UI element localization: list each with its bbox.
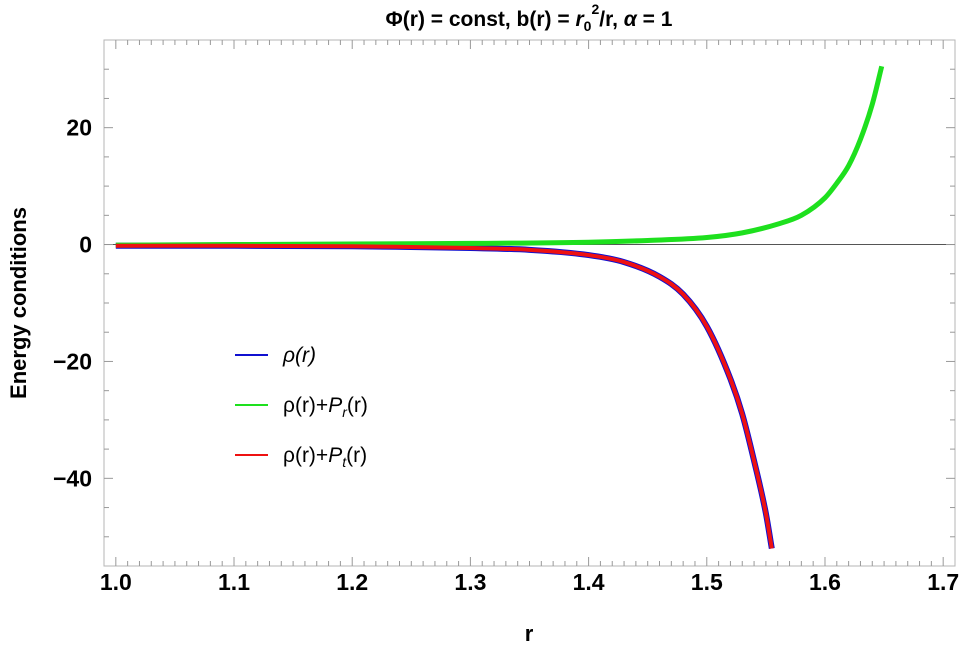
legend: ρ(r) ρ(r)+Pr(r) ρ(r)+Pt(r) <box>235 344 368 470</box>
x-tick-labels: 1.0 1.1 1.2 1.3 1.4 1.5 1.6 1.7 <box>100 569 959 595</box>
series-rho-plus-pr-line <box>115 65 885 248</box>
series-rho-plus-pt-line <box>115 243 774 549</box>
y-tick-label: 20 <box>66 115 92 141</box>
y-axis-label: Energy conditions <box>6 207 31 399</box>
x-tick-label: 1.1 <box>218 569 250 595</box>
x-tick-label: 1.6 <box>809 569 841 595</box>
y-tick-label: 0 <box>79 232 92 258</box>
y-tick-label: −40 <box>53 465 92 491</box>
x-tick-label: 1.5 <box>691 569 723 595</box>
x-tick-label: 1.0 <box>100 569 132 595</box>
chart-title: Φ(r) = const, b(r) = r02/r, α = 1 <box>386 1 673 34</box>
x-tick-label: 1.7 <box>927 569 959 595</box>
y-tick-labels: 20 0 −20 −40 <box>53 115 92 492</box>
x-axis-label: r <box>525 621 534 646</box>
legend-label-rho: ρ(r) <box>282 344 316 367</box>
series-lines <box>115 65 885 549</box>
legend-label-rho-pr: ρ(r)+Pr(r) <box>283 394 368 420</box>
series-rho-line <box>115 242 775 549</box>
legend-label-rho-pt: ρ(r)+Pt(r) <box>283 444 367 470</box>
x-tick-label: 1.3 <box>454 569 486 595</box>
y-tick-label: −20 <box>53 348 92 374</box>
x-tick-label: 1.4 <box>573 569 605 595</box>
x-tick-label: 1.2 <box>336 569 368 595</box>
axis-ticks <box>104 40 955 566</box>
plot-frame <box>103 39 956 567</box>
